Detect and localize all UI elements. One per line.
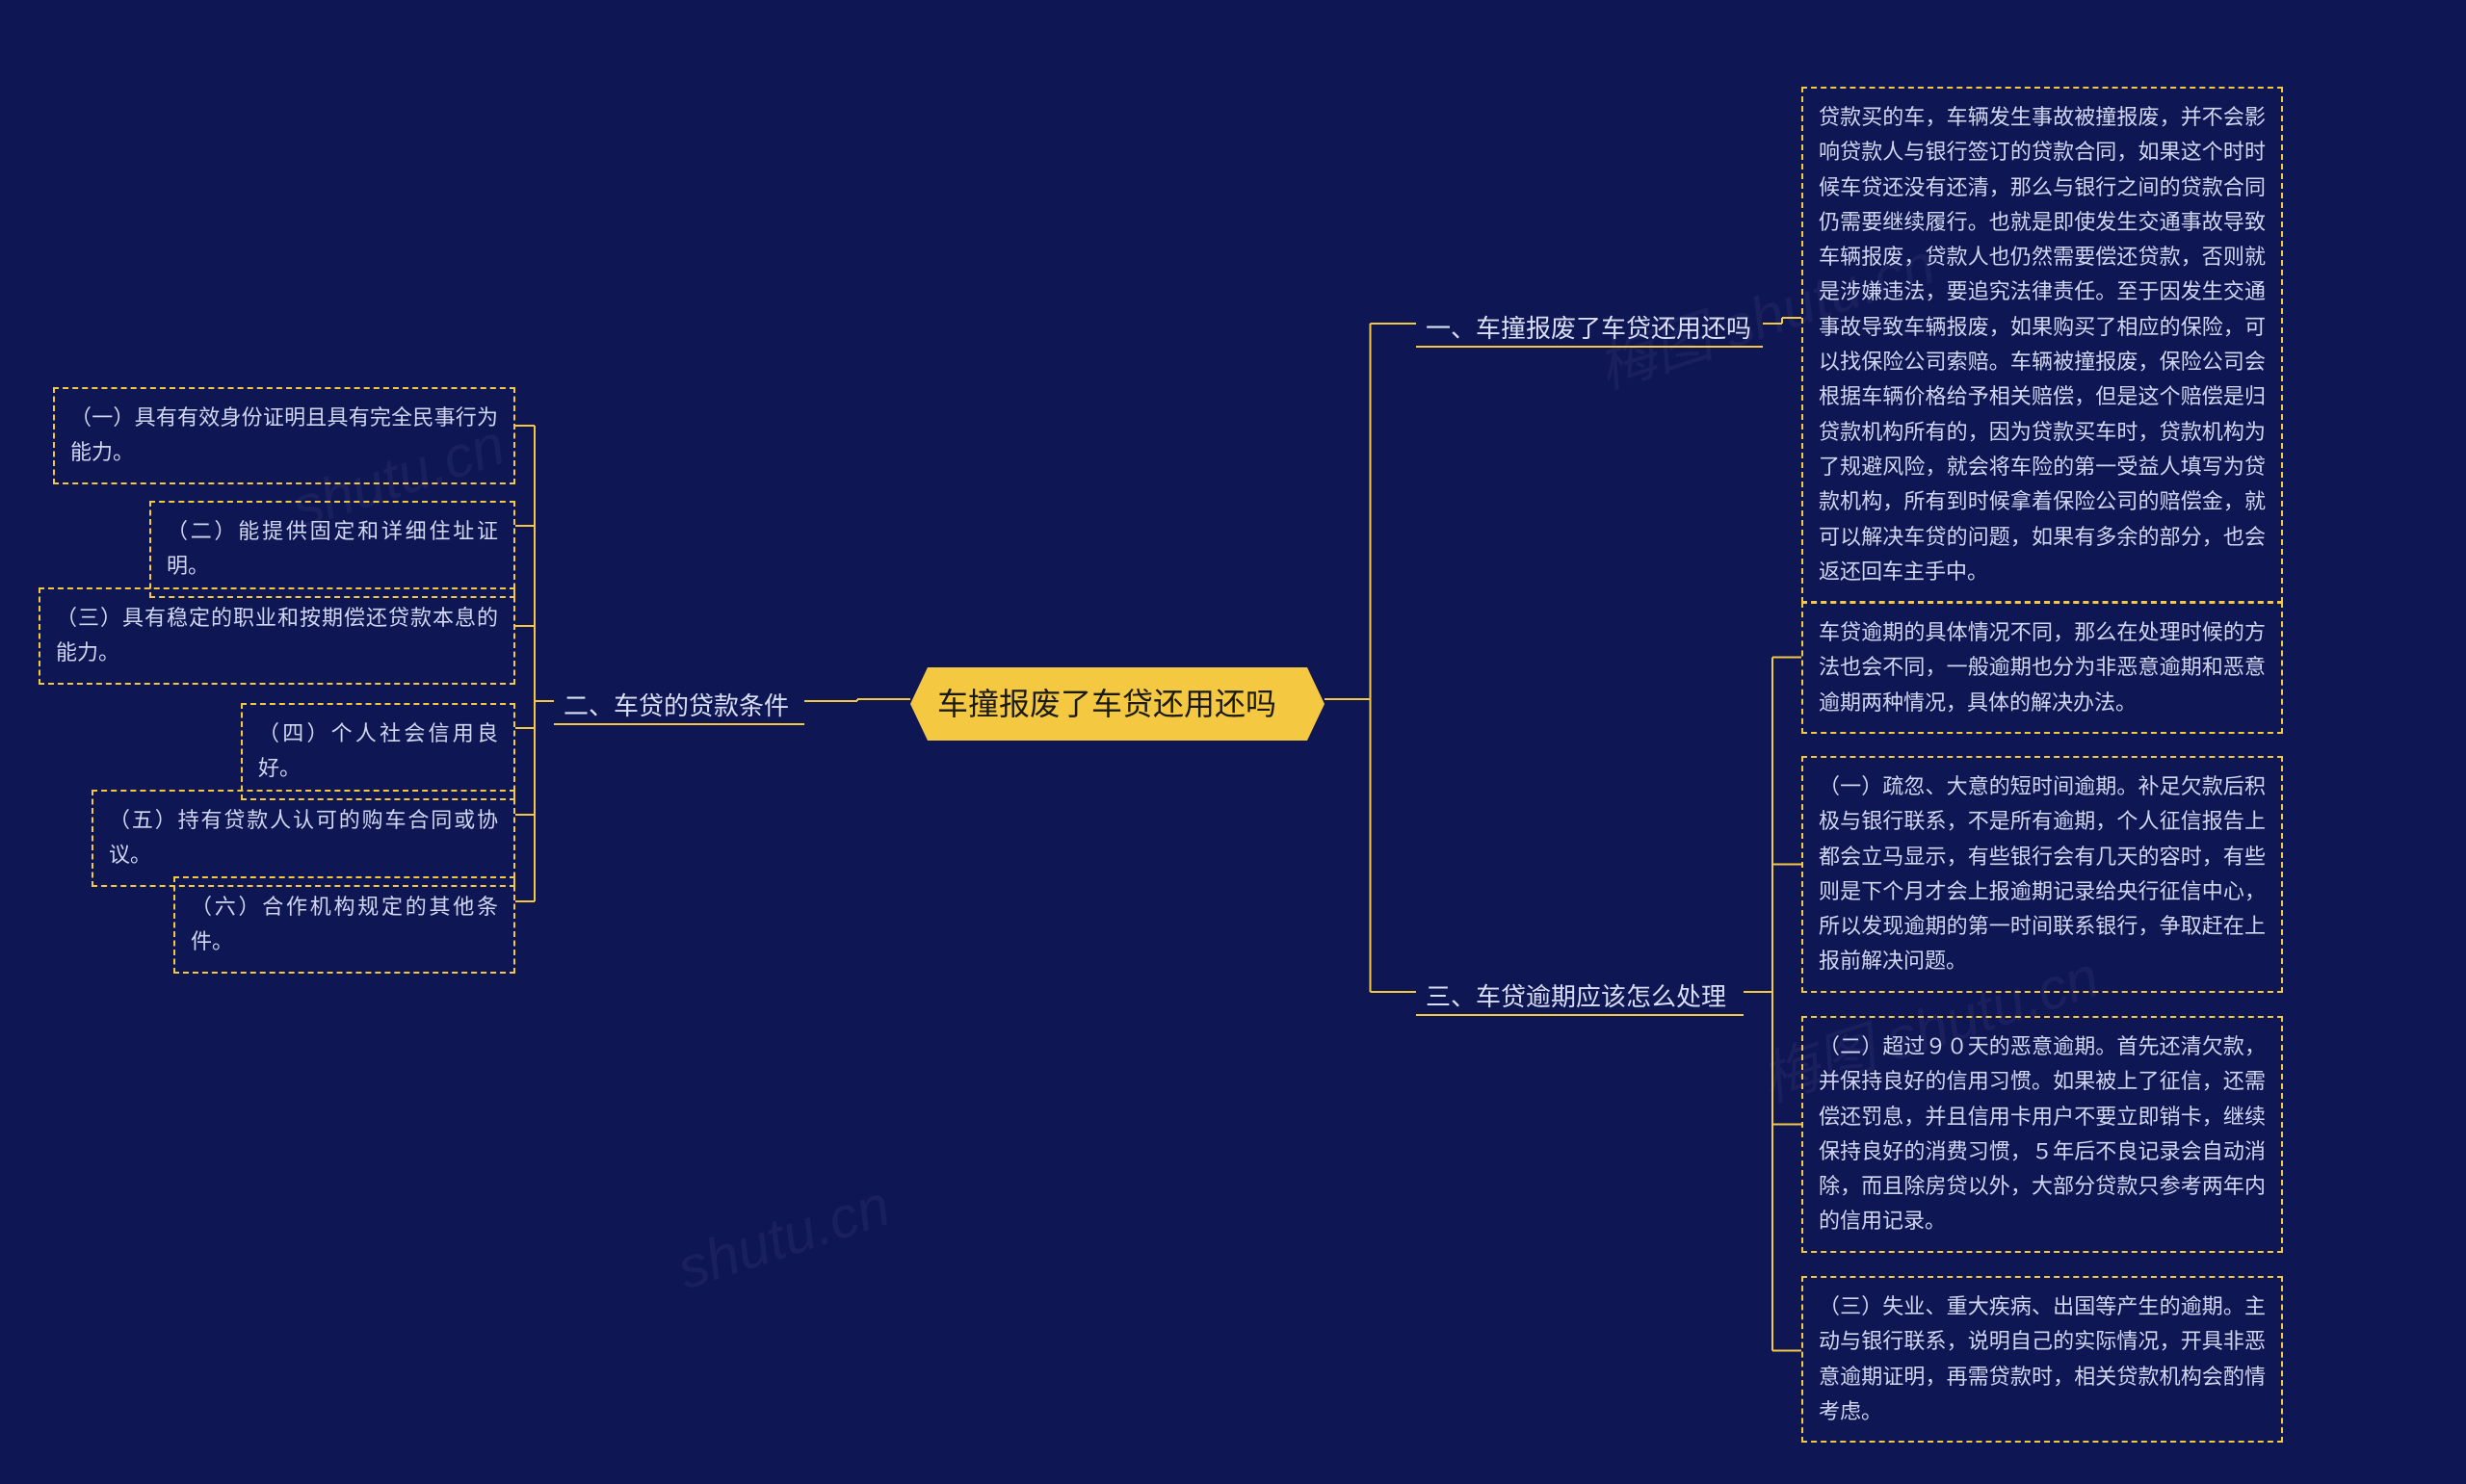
leaf-node: 贷款买的车，车辆发生事故被撞报废，并不会影响贷款人与银行签订的贷款合同，如果这个…	[1801, 87, 2283, 603]
leaf-text: （三）失业、重大疾病、出国等产生的逾期。主动与银行联系，说明自己的实际情况，开具…	[1819, 1294, 2266, 1423]
mindmap-root: 车撞报废了车贷还用还吗	[910, 667, 1325, 741]
leaf-text: （五）持有贷款人认可的购车合同或协议。	[109, 808, 498, 867]
watermark: shutu.cn	[669, 1172, 898, 1303]
leaf-text: 车贷逾期的具体情况不同，那么在处理时候的方法也会不同，一般逾期也分为非恶意逾期和…	[1819, 620, 2266, 715]
leaf-node: （二）超过９０天的恶意逾期。首先还清欠款，并保持良好的信用习惯。如果被上了征信，…	[1801, 1016, 2283, 1253]
branch-node: 一、车撞报废了车贷还用还吗	[1416, 304, 1761, 353]
leaf-node: （四）个人社会信用良好。	[241, 703, 515, 800]
branch-node: 二、车贷的贷款条件	[554, 682, 799, 731]
leaf-text: （一）疏忽、大意的短时间逾期。补足欠款后积极与银行联系，不是所有逾期，个人征信报…	[1819, 774, 2266, 973]
branch-label: 一、车撞报废了车贷还用还吗	[1426, 314, 1751, 343]
leaf-node: （一）具有有效身份证明且具有完全民事行为能力。	[53, 387, 515, 484]
leaf-text: （三）具有稳定的职业和按期偿还贷款本息的能力。	[56, 606, 498, 664]
leaf-node: （一）疏忽、大意的短时间逾期。补足欠款后积极与银行联系，不是所有逾期，个人征信报…	[1801, 756, 2283, 993]
leaf-text: 贷款买的车，车辆发生事故被撞报废，并不会影响贷款人与银行签订的贷款合同，如果这个…	[1819, 105, 2266, 584]
leaf-text: （二）能提供固定和详细住址证明。	[167, 519, 498, 578]
leaf-node: （三）失业、重大疾病、出国等产生的逾期。主动与银行联系，说明自己的实际情况，开具…	[1801, 1276, 2283, 1443]
leaf-node: （三）具有稳定的职业和按期偿还贷款本息的能力。	[39, 587, 515, 685]
leaf-text: （一）具有有效身份证明且具有完全民事行为能力。	[70, 405, 498, 464]
leaf-text: （六）合作机构规定的其他条件。	[191, 895, 498, 953]
root-label: 车撞报废了车贷还用还吗	[937, 687, 1276, 721]
leaf-node: （五）持有贷款人认可的购车合同或协议。	[92, 790, 515, 887]
leaf-text: （二）超过９０天的恶意逾期。首先还清欠款，并保持良好的信用习惯。如果被上了征信，…	[1819, 1034, 2266, 1233]
leaf-node: （六）合作机构规定的其他条件。	[173, 876, 515, 974]
leaf-node: （二）能提供固定和详细住址证明。	[149, 501, 515, 598]
leaf-text: （四）个人社会信用良好。	[258, 721, 498, 780]
branch-label: 二、车贷的贷款条件	[564, 691, 789, 720]
branch-node: 三、车贷逾期应该怎么处理	[1416, 973, 1736, 1022]
branch-label: 三、车贷逾期应该怎么处理	[1426, 982, 1726, 1011]
leaf-node: 车贷逾期的具体情况不同，那么在处理时候的方法也会不同，一般逾期也分为非恶意逾期和…	[1801, 602, 2283, 734]
